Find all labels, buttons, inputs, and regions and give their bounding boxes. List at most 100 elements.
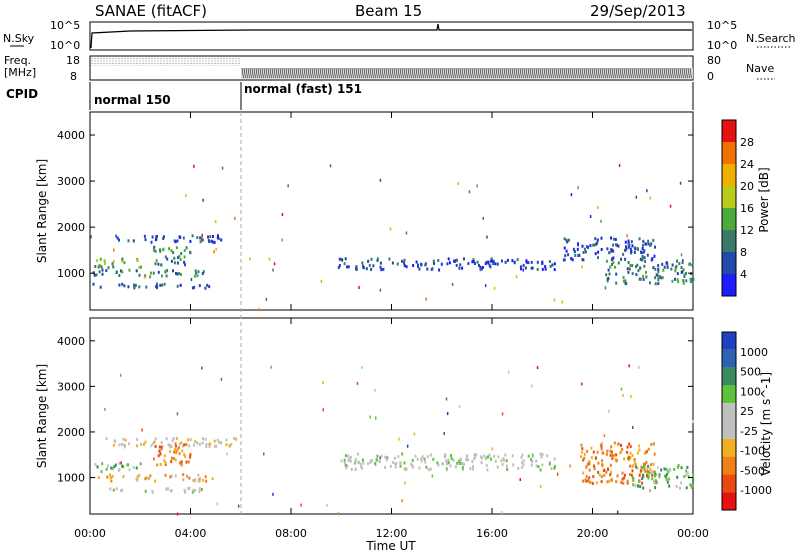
data-cell [553, 457, 556, 461]
colorbar-swatch [722, 120, 736, 142]
data-cell [159, 452, 162, 456]
data-cell [461, 462, 464, 466]
data-cell [194, 488, 197, 492]
data-cell [630, 240, 633, 244]
nave-trace [599, 67, 602, 79]
nave-trace [581, 67, 584, 79]
data-cell [187, 438, 190, 442]
data-cell [667, 470, 670, 474]
freq-label-2: [MHz] [4, 66, 36, 79]
power-colorbar-label: Power [dB] [757, 167, 771, 232]
freq-label-1: Freq. [4, 54, 31, 67]
data-cell [448, 261, 451, 265]
data-cell [530, 260, 533, 264]
data-cell [671, 279, 674, 283]
data-cell [205, 445, 208, 449]
data-cell [199, 236, 202, 240]
freq-ytick-top: 18 [66, 54, 80, 67]
colorbar-swatch [722, 474, 736, 493]
data-cell [461, 468, 464, 471]
data-cell [410, 462, 413, 466]
data-cell [159, 248, 161, 252]
data-cell [639, 469, 642, 473]
data-cell [642, 486, 645, 490]
data-cell [362, 461, 365, 465]
data-cell [95, 273, 98, 277]
data-cell [535, 464, 538, 468]
data-cell [646, 253, 649, 257]
data-cell [490, 257, 493, 261]
nave-trace [547, 67, 550, 79]
data-cell [403, 461, 406, 465]
data-cell [548, 462, 551, 466]
data-cell [479, 268, 482, 272]
data-cell [123, 284, 126, 288]
colorbar-tick: 4 [740, 268, 747, 281]
nave-trace [485, 67, 488, 79]
data-cell [132, 239, 135, 243]
data-cell [637, 269, 640, 273]
data-cell [553, 268, 556, 272]
data-cell [515, 275, 518, 279]
data-cell [202, 270, 205, 274]
data-cell [600, 219, 602, 223]
data-cell [654, 479, 657, 483]
data-cell [539, 484, 542, 488]
data-cell [405, 231, 408, 235]
data-cell [638, 473, 641, 477]
data-cell [418, 466, 421, 470]
data-cell [159, 283, 162, 287]
data-cell [122, 437, 125, 441]
data-cell [645, 275, 648, 279]
data-cell [692, 473, 695, 477]
data-cell [180, 252, 183, 255]
data-cell [135, 269, 138, 273]
data-cell [637, 484, 640, 488]
station-title: SANAE (fitACF) [95, 2, 207, 20]
data-cell [226, 452, 228, 456]
data-cell [641, 258, 644, 262]
data-cell [104, 262, 107, 266]
data-cell [642, 274, 645, 278]
data-cell [605, 452, 608, 456]
data-cell [152, 457, 155, 461]
data-cell [322, 408, 324, 412]
data-cell [539, 468, 542, 472]
data-cell [170, 444, 173, 448]
cpid-label: CPID [6, 87, 38, 101]
data-cell [138, 266, 141, 269]
data-cell [679, 181, 682, 185]
data-cell [504, 260, 507, 264]
data-cell [234, 216, 236, 220]
data-cell [649, 467, 652, 471]
data-cell [128, 468, 131, 472]
x-axis-label: Time UT [365, 539, 416, 553]
data-cell [163, 282, 166, 286]
data-cell [159, 250, 162, 253]
data-cell [368, 263, 371, 267]
data-cell [405, 467, 408, 471]
data-cell [106, 475, 109, 479]
data-cell [627, 270, 630, 274]
data-cell [382, 267, 385, 271]
data-cell [537, 465, 540, 469]
data-cell [374, 388, 376, 392]
data-cell [606, 480, 609, 484]
data-cell [196, 441, 199, 445]
data-cell [111, 262, 114, 266]
nave-trace [563, 67, 566, 79]
nave-trace [509, 67, 512, 79]
noise-right-label: N.Search [746, 32, 796, 45]
data-cell [386, 456, 389, 460]
data-cell [96, 465, 99, 469]
data-cell [615, 480, 618, 484]
data-cell [486, 235, 488, 239]
data-cell [677, 463, 680, 467]
ytick-label: 4000 [57, 335, 85, 348]
data-cell [258, 308, 260, 312]
data-cell [606, 279, 609, 283]
data-cell [628, 267, 631, 271]
data-cell [631, 469, 634, 473]
nave-trace [479, 67, 482, 79]
data-cell [111, 474, 114, 478]
